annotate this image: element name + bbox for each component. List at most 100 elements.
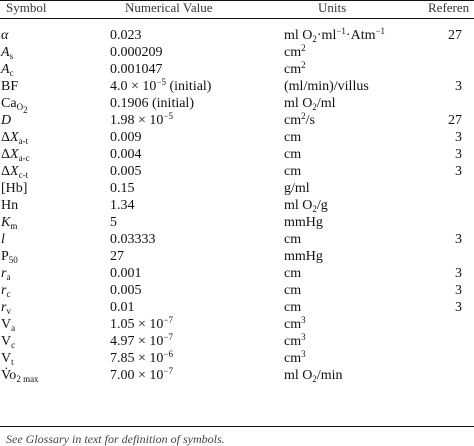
value-cell: 0.005 — [110, 164, 142, 179]
symbol-cell: l — [1, 232, 5, 247]
table-row: ΔXa-t 0.009 cm 3 — [0, 129, 474, 146]
table-row: ΔXc-t 0.005 cm 3 — [0, 163, 474, 180]
symbol-cell: rc — [1, 283, 11, 299]
table-row: D 1.98 × 10−5 cm2/s 27 — [0, 112, 474, 129]
value-cell: 0.1906 (initial) — [110, 96, 194, 111]
table-row: rv 0.01 cm 3 — [0, 299, 474, 316]
units-cell: ml O2/g — [284, 198, 328, 214]
symbol-cell: [Hb] — [1, 181, 28, 196]
value-cell: 0.15 — [110, 181, 135, 196]
table-row: Vt 7.85 × 10−6 cm3 — [0, 350, 474, 367]
header-rule — [0, 18, 474, 19]
table-row: P50 27 mmHg — [0, 248, 474, 265]
units-cell: cm3 — [284, 315, 306, 333]
reference-cell: 3 — [455, 130, 462, 145]
value-cell: 0.005 — [110, 283, 142, 298]
units-cell: ml O2/ml — [284, 96, 336, 112]
table-footnote: See Glossary in text for definition of s… — [6, 432, 225, 446]
units-cell: ml O2·ml−1·Atm−1 — [284, 26, 386, 44]
value-cell: 7.85 × 10−6 — [110, 349, 173, 367]
symbol-cell: ra — [1, 266, 11, 282]
value-cell: 4.97 × 10−7 — [110, 332, 173, 350]
table-row: Vc 4.97 × 10−7 cm3 — [0, 333, 474, 350]
reference-cell: 3 — [455, 147, 462, 162]
units-cell: cm — [284, 130, 302, 145]
units-cell: g/ml — [284, 181, 310, 196]
value-cell: 0.009 — [110, 130, 142, 145]
value-cell: 0.001047 — [110, 62, 163, 77]
units-cell: ml O2/min — [284, 368, 343, 384]
symbol-cell: Vc — [1, 334, 16, 350]
symbol-cell: Km — [1, 215, 18, 231]
symbol-cell: ΔXa-t — [1, 130, 29, 146]
value-cell: 0.000209 — [110, 45, 163, 60]
table-row: As 0.000209 cm2 — [0, 44, 474, 61]
symbol-cell: α — [1, 28, 9, 43]
units-cell: cm3 — [284, 332, 306, 350]
table-row: BF 4.0 × 10−5 (initial) (ml/min)/villus … — [0, 78, 474, 95]
value-cell: 0.023 — [110, 28, 142, 43]
symbol-cell: V̇o2 max — [1, 368, 39, 384]
units-cell: cm — [284, 283, 302, 298]
symbol-cell: As — [1, 45, 14, 61]
units-cell: mmHg — [284, 249, 323, 264]
units-cell: cm — [284, 164, 302, 179]
table-row: [Hb] 0.15 g/ml — [0, 180, 474, 197]
symbol-cell: ΔXa-c — [1, 147, 30, 163]
units-cell: cm2 — [284, 43, 306, 61]
units-cell: cm — [284, 300, 302, 315]
value-cell: 0.004 — [110, 147, 142, 162]
reference-cell: 3 — [455, 232, 462, 247]
table-row: Ac 0.001047 cm2 — [0, 61, 474, 78]
symbol-cell: D — [1, 113, 12, 128]
header-reference: Referen — [428, 0, 470, 15]
symbol-cell: Hn — [1, 198, 19, 213]
reference-cell: 27 — [448, 113, 462, 128]
table-row: Km 5 mmHg — [0, 214, 474, 231]
value-cell: 0.001 — [110, 266, 142, 281]
table-row: ΔXa-c 0.004 cm 3 — [0, 146, 474, 163]
symbol-cell: Ac — [1, 62, 14, 78]
header-numerical-value: Numerical Value — [125, 0, 213, 15]
table-row: rc 0.005 cm 3 — [0, 282, 474, 299]
reference-cell: 3 — [455, 283, 462, 298]
table-row: V̇o2 max 7.00 × 10−7 ml O2/min — [0, 367, 474, 384]
reference-cell: 27 — [448, 28, 462, 43]
value-cell: 27 — [110, 249, 124, 264]
units-cell: cm3 — [284, 349, 306, 367]
header-symbol: Symbol — [6, 0, 47, 15]
reference-cell: 3 — [455, 79, 462, 94]
symbol-cell: Va — [1, 317, 16, 333]
reference-cell: 3 — [455, 266, 462, 281]
symbol-cell: BF — [1, 79, 19, 94]
value-cell: 7.00 × 10−7 — [110, 366, 173, 384]
value-cell: 0.01 — [110, 300, 135, 315]
value-cell: 5 — [110, 215, 117, 230]
symbol-cell: P50 — [1, 249, 18, 265]
header-units: Units — [318, 0, 347, 15]
table-row: α 0.023 ml O2·ml−1·Atm−1 27 — [0, 27, 474, 44]
table-row: Hn 1.34 ml O2/g — [0, 197, 474, 214]
reference-cell: 3 — [455, 164, 462, 179]
units-cell: cm — [284, 232, 302, 247]
symbol-cell: ΔXc-t — [1, 164, 29, 180]
table-row: ra 0.001 cm 3 — [0, 265, 474, 282]
units-cell: (ml/min)/villus — [284, 79, 369, 94]
top-rule — [0, 0, 474, 1]
value-cell: 1.98 × 10−5 — [110, 111, 173, 129]
units-cell: cm — [284, 147, 302, 162]
value-cell: 0.03333 — [110, 232, 156, 247]
units-cell: mmHg — [284, 215, 323, 230]
value-cell: 1.05 × 10−7 — [110, 315, 173, 333]
value-cell: 4.0 × 10−5 (initial) — [110, 77, 212, 95]
table-row: l 0.03333 cm 3 — [0, 231, 474, 248]
bottom-rule — [0, 426, 474, 427]
units-cell: cm2 — [284, 60, 306, 78]
units-cell: cm — [284, 266, 302, 281]
table-row: Va 1.05 × 10−7 cm3 — [0, 316, 474, 333]
symbol-cell: CaO2 — [1, 96, 28, 115]
table-row: CaO2 0.1906 (initial) ml O2/ml — [0, 95, 474, 115]
value-cell: 1.34 — [110, 198, 135, 213]
units-cell: cm2/s — [284, 111, 315, 129]
reference-cell: 3 — [455, 300, 462, 315]
